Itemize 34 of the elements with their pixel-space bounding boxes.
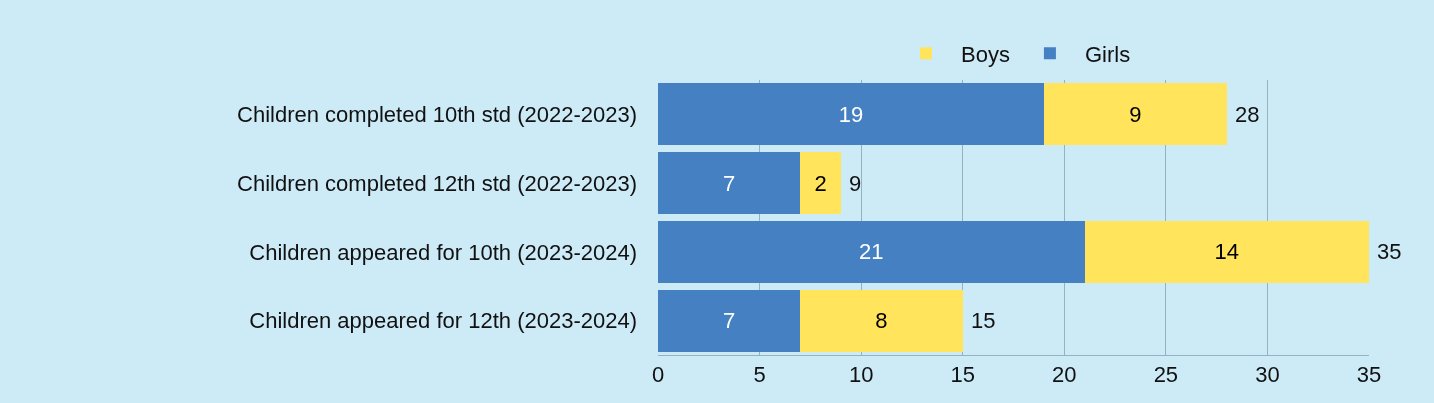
y-tick-label: Children appeared for 12th (2023-2024) bbox=[249, 308, 637, 334]
total-label: 28 bbox=[1235, 102, 1260, 127]
data-label: 19 bbox=[838, 101, 864, 127]
y-tick-label: Children completed 10th std (2022-2023) bbox=[237, 102, 637, 128]
data-label: 7 bbox=[722, 170, 736, 196]
x-tick-label: 30 bbox=[1255, 362, 1280, 388]
x-tick-label: 10 bbox=[848, 362, 874, 388]
total-label: 9 bbox=[849, 171, 862, 196]
bar bbox=[1043, 83, 1227, 146]
bar bbox=[1084, 220, 1369, 283]
legend-label: Girls bbox=[1084, 41, 1131, 67]
data-label: 9 bbox=[1129, 101, 1142, 127]
data-label: 8 bbox=[875, 308, 888, 334]
bar bbox=[658, 220, 1085, 283]
y-tick-label: Children completed 12th std (2022-2023) bbox=[237, 170, 637, 196]
data-label: 7 bbox=[722, 308, 736, 334]
data-label: 2 bbox=[814, 170, 827, 196]
data-label: 14 bbox=[1214, 239, 1240, 265]
x-tick-label: 35 bbox=[1356, 362, 1382, 388]
legend-label: Boys bbox=[961, 41, 1010, 67]
data-label: 21 bbox=[859, 239, 884, 265]
x-tick-label: 20 bbox=[1052, 362, 1077, 388]
bar bbox=[800, 152, 841, 215]
x-tick-label: 0 bbox=[651, 362, 665, 388]
total-label: 15 bbox=[971, 308, 996, 333]
bar bbox=[658, 289, 801, 352]
total-label: 35 bbox=[1377, 239, 1402, 264]
x-tick-label: 5 bbox=[753, 362, 766, 388]
bar bbox=[658, 83, 1044, 146]
x-tick-label: 25 bbox=[1153, 362, 1179, 388]
bar bbox=[658, 152, 801, 215]
y-tick-label: Children appeared for 10th (2023-2024) bbox=[249, 239, 637, 265]
x-tick-label: 15 bbox=[950, 362, 975, 388]
bar bbox=[800, 289, 963, 352]
